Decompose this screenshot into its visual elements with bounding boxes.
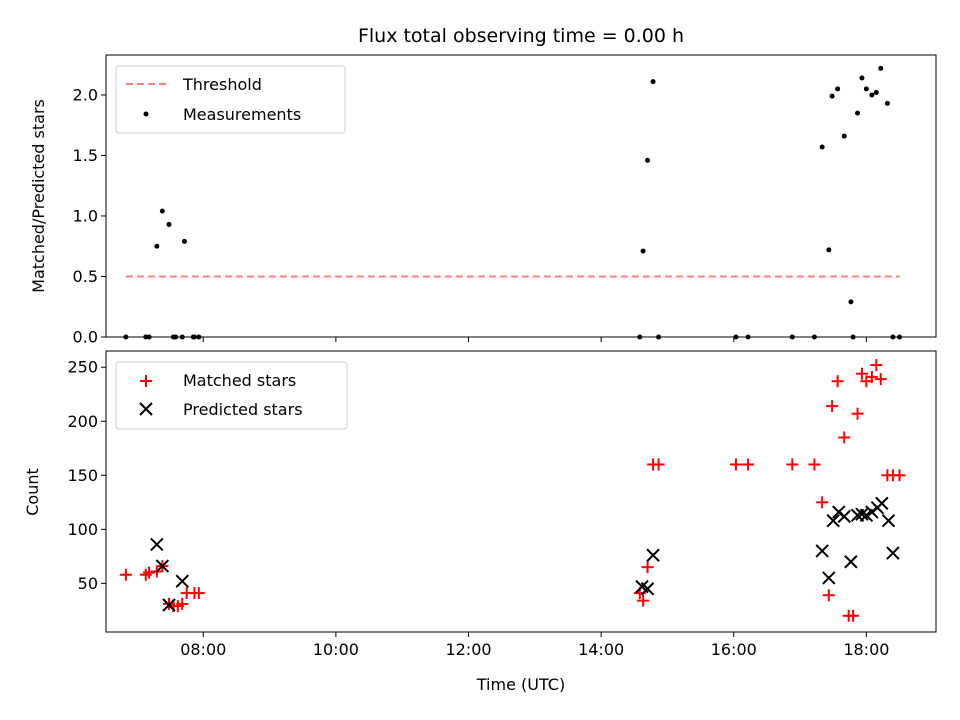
- legend-threshold-label: Threshold: [182, 75, 262, 94]
- predicted-star-point: [826, 513, 840, 528]
- predicted-star-point: [155, 559, 170, 573]
- predicted-star-point: [815, 544, 829, 558]
- measurement-point: [855, 110, 861, 116]
- bottom-x-tick-label: 10:00: [313, 640, 359, 659]
- predicted-star-point: [844, 555, 858, 569]
- measurement-point: [640, 248, 646, 254]
- bottom-y-tick-label: 200: [67, 412, 98, 431]
- matched-star-point: [641, 561, 654, 574]
- legend-matched-swatch: [140, 375, 152, 387]
- bottom-axes-frame: [105, 350, 937, 633]
- legend-measurements-swatch: [143, 111, 149, 117]
- bottom-marks: [119, 359, 906, 622]
- measurement-point: [878, 65, 884, 71]
- matched-star-point: [855, 367, 868, 380]
- measurement-point: [869, 92, 875, 98]
- legend-predicted-label: Predicted stars: [183, 400, 303, 419]
- matched-star-point: [838, 431, 851, 444]
- matched-star-point: [786, 458, 799, 471]
- matched-star-point: [822, 589, 835, 602]
- top-x-ticks: [202, 337, 867, 342]
- bottom-y-ticks: 50 100 150 200 250: [67, 358, 106, 593]
- top-legend: Threshold Measurements: [115, 65, 346, 134]
- measurement-point: [819, 144, 825, 150]
- matched-star-point: [874, 373, 887, 386]
- predicted-star-point: [875, 496, 889, 511]
- top-panel: 0.00.51.01.52.0 Matched/Predicted stars …: [29, 54, 937, 347]
- measurement-point: [181, 238, 187, 244]
- predicted-star-point: [837, 509, 851, 524]
- matched-star-point: [893, 469, 906, 482]
- matched-star-point: [816, 496, 829, 509]
- top-legend-box: [115, 65, 346, 134]
- measurement-point: [166, 221, 172, 227]
- legend-matched-label: Matched stars: [183, 371, 296, 390]
- predicted-star-point: [150, 537, 164, 552]
- chart-title: Flux total observing time = 0.00 h: [358, 25, 684, 47]
- x-axis-label: Time (UTC): [476, 675, 565, 694]
- matched-star-point: [729, 458, 742, 471]
- matched-star-point: [176, 597, 189, 610]
- bottom-x-ticks: 08:00 10:00 12:00 14:00 16:00 18:00: [180, 632, 889, 659]
- matched-star-point: [847, 609, 860, 622]
- predicted-star-point: [822, 571, 836, 585]
- matched-star-point: [865, 370, 878, 383]
- measurement-point: [841, 133, 847, 139]
- measurement-point: [884, 100, 890, 106]
- top-y-tick-label: 1.0: [73, 206, 98, 225]
- bottom-y-tick-label: 250: [67, 358, 98, 377]
- matched-star-point: [808, 458, 821, 471]
- bottom-x-tick-label: 14:00: [578, 640, 624, 659]
- matched-star-point: [119, 568, 132, 581]
- matched-star-point: [143, 566, 156, 579]
- bottom-x-tick-label: 08:00: [180, 640, 226, 659]
- top-y-tick-label: 0.5: [73, 267, 98, 286]
- top-y-tick-label: 2.0: [73, 85, 98, 104]
- measurement-point: [863, 86, 869, 92]
- measurement-point: [159, 208, 165, 214]
- top-axes-frame: [105, 54, 937, 338]
- legend-measurements-label: Measurements: [183, 105, 301, 124]
- matched-star-point: [851, 407, 864, 420]
- bottom-legend-box: [115, 361, 348, 430]
- measurement-point: [835, 86, 841, 92]
- bottom-x-tick-label: 18:00: [843, 640, 889, 659]
- bottom-x-tick-label: 12:00: [445, 640, 491, 659]
- measurement-point: [826, 247, 832, 253]
- bottom-y-tick-label: 50: [78, 574, 98, 593]
- predicted-star-point: [855, 507, 869, 521]
- measurement-point: [650, 79, 656, 85]
- predicted-star-point: [175, 574, 189, 588]
- measurement-point: [859, 75, 865, 81]
- matched-star-point: [826, 400, 839, 413]
- predicted-star-point: [886, 546, 900, 560]
- matched-star-point: [652, 458, 665, 471]
- measurement-point: [829, 93, 835, 99]
- predicted-star-point: [162, 598, 176, 612]
- bottom-panel: 50 100 150 200 250 08:00 10:00 12:00 14:00 16:00…: [23, 350, 937, 694]
- predicted-star-point: [881, 513, 896, 528]
- predicted-star-point: [646, 548, 660, 562]
- bottom-y-axis-label: Count: [23, 468, 42, 516]
- legend-predicted-swatch: [139, 402, 153, 416]
- bottom-legend: Matched stars Predicted stars: [115, 361, 348, 430]
- matched-star-point: [637, 594, 650, 607]
- predicted-star-point: [640, 582, 655, 596]
- measurement-point: [873, 90, 879, 96]
- top-y-tick-label: 1.5: [73, 146, 98, 165]
- bottom-y-tick-label: 100: [67, 520, 98, 539]
- bottom-x-tick-label: 16:00: [711, 640, 757, 659]
- matched-star-point: [831, 375, 844, 388]
- top-y-tick-label: 0.0: [73, 328, 98, 347]
- measurement-point: [645, 157, 651, 163]
- matched-star-point: [192, 587, 205, 600]
- matched-star-point: [742, 458, 755, 471]
- measurement-point: [848, 299, 854, 305]
- top-y-axis-label: Matched/Predicted stars: [29, 99, 48, 293]
- matched-star-point: [870, 359, 883, 372]
- top-y-ticks: 0.0 0.5 1.0 1.5 2.0: [73, 85, 106, 347]
- bottom-y-tick-label: 150: [67, 466, 98, 485]
- measurement-point: [154, 243, 160, 249]
